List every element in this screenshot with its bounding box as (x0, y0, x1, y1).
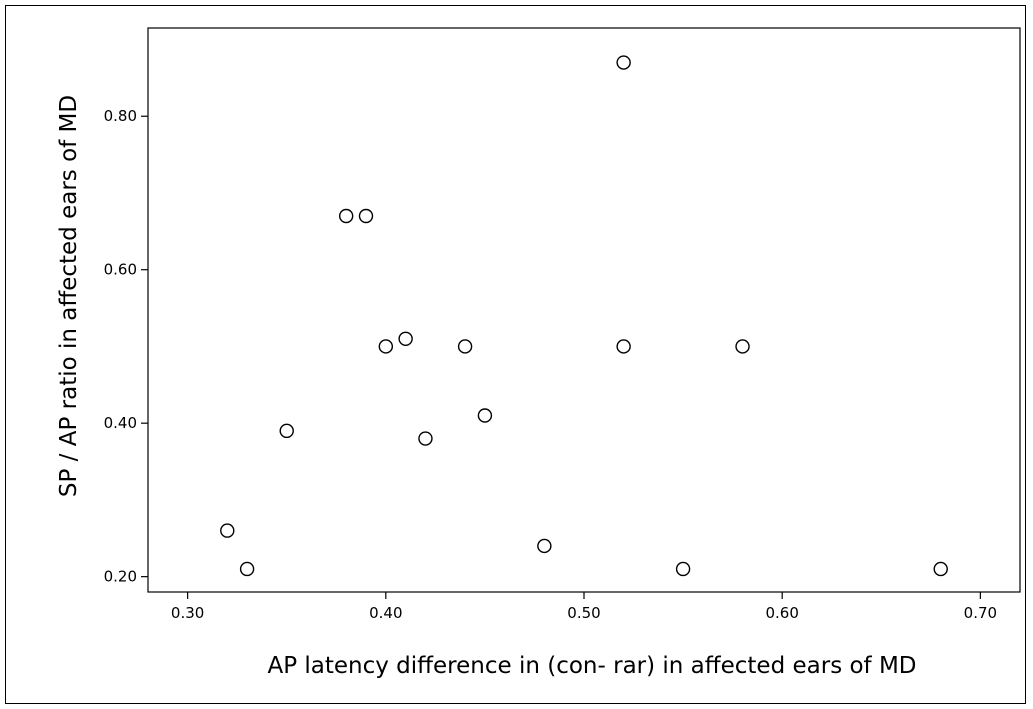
data-point (933, 561, 948, 577)
y-tick-label: 0.60 (104, 261, 137, 279)
data-point (279, 423, 294, 439)
data-point (537, 538, 552, 554)
data-point (358, 208, 374, 224)
data-point (616, 55, 631, 70)
data-point (398, 331, 413, 346)
x-tick-label: 0.50 (567, 604, 600, 622)
y-tick-label: 0.80 (104, 107, 137, 125)
y-tick-label: 0.20 (104, 568, 137, 586)
data-point (338, 208, 354, 224)
plot-area (147, 27, 1021, 593)
data-point (220, 523, 235, 538)
data-point (477, 408, 493, 423)
data-point (675, 561, 691, 577)
data-point (457, 339, 473, 354)
y-axis-title: SP / AP ratio in affected ears of MD (56, 95, 82, 497)
data-point (735, 339, 750, 354)
x-tick-label: 0.40 (369, 604, 402, 622)
data-point (378, 339, 394, 354)
y-axis: 0.20 0.40 0.60 0.80 (104, 107, 148, 586)
x-axis: 0.30 0.40 0.50 0.60 0.70 (171, 592, 997, 622)
data-point (616, 339, 631, 354)
data-points (220, 55, 948, 577)
y-tick-label: 0.40 (104, 414, 137, 432)
x-tick-label: 0.60 (765, 604, 798, 622)
x-axis-title: AP latency difference in (con- rar) in a… (267, 653, 916, 679)
x-tick-label: 0.70 (964, 604, 997, 622)
data-point (239, 561, 255, 577)
data-point (418, 431, 433, 446)
x-tick-label: 0.30 (171, 604, 204, 622)
